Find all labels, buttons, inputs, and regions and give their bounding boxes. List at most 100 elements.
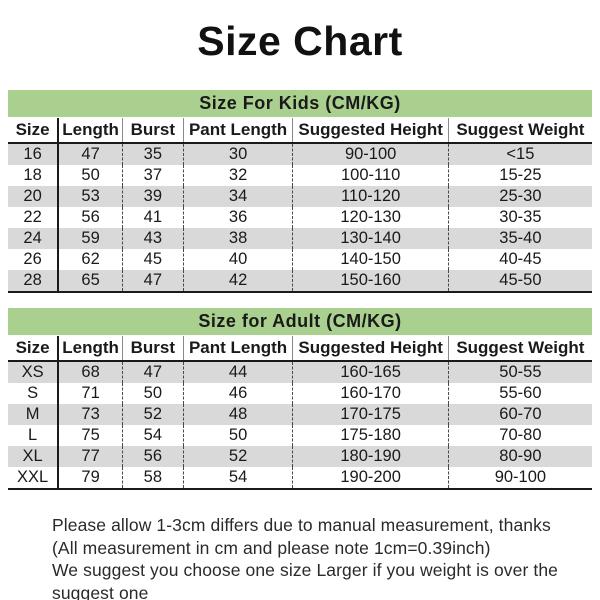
table-cell: S — [8, 383, 60, 404]
table-cell: 44 — [183, 361, 294, 383]
adult-section-header-band: Size for Adult (CM/KG) — [8, 308, 592, 335]
table-cell: 56 — [122, 446, 184, 467]
table-cell: 110-120 — [292, 186, 449, 207]
table-cell: 30-35 — [499, 208, 542, 226]
unit-conversion-note: (All measurement in cm and please note 1… — [52, 537, 491, 558]
table-cell: 56 — [58, 207, 123, 228]
kids-size-section: Size For Kids (CM/KG) Size Length Burst … — [8, 90, 592, 293]
table-cell: 15-25 — [499, 166, 542, 184]
size-up-suggestion-note: We suggest you choose one size Larger if… — [52, 560, 558, 600]
table-row: S 71 50 46 160-170 55-60 — [8, 383, 592, 404]
table-cell: 190-200 — [292, 467, 449, 490]
table-cell: 43 — [122, 228, 184, 249]
kids-section-title: Size For Kids (CM/KG) — [199, 93, 401, 113]
table-row: 20 53 39 34 110-120 25-30 — [8, 186, 592, 207]
table-cell: 20 — [8, 186, 60, 207]
column-header-size: Size — [8, 118, 60, 144]
kids-size-table: Size Length Burst Pant Length Suggested … — [8, 118, 592, 293]
table-cell: XXL — [8, 467, 60, 490]
adult-size-section: Size for Adult (CM/KG) Size Length Burst… — [8, 308, 592, 490]
table-row: XS 68 47 44 160-165 50-55 — [8, 361, 592, 383]
table-cell: 73 — [58, 404, 123, 425]
table-cell: 54 — [183, 467, 294, 490]
table-cell: 50 — [58, 165, 123, 186]
table-cell: 42 — [183, 270, 294, 293]
column-header-length: Length — [58, 336, 123, 362]
table-cell: 25-30 — [499, 187, 542, 205]
table-cell: 45-50 — [448, 270, 592, 293]
column-header-suggested-height: Suggested Height — [292, 336, 449, 362]
table-cell: 80-90 — [499, 447, 542, 465]
table-cell: 54 — [122, 425, 184, 446]
table-cell: 47 — [122, 361, 184, 383]
table-row: 24 59 43 38 130-140 35-40 — [8, 228, 592, 249]
table-cell: 45 — [122, 249, 184, 270]
table-cell: 35-40 — [499, 229, 542, 247]
table-cell: 39 — [122, 186, 184, 207]
table-cell: 50 — [122, 383, 184, 404]
table-row: 26 62 45 40 140-150 40-45 — [8, 249, 592, 270]
table-cell: 77 — [58, 446, 123, 467]
column-header-burst: Burst — [122, 118, 184, 144]
table-cell: 79 — [58, 467, 123, 490]
table-cell: 48 — [183, 404, 294, 425]
table-cell: 30 — [183, 143, 294, 165]
column-header-pant-length: Pant Length — [183, 336, 294, 362]
table-cell: 47 — [122, 270, 184, 293]
table-cell: L — [8, 425, 60, 446]
table-cell: 40 — [183, 249, 294, 270]
table-cell: 59 — [58, 228, 123, 249]
kids-section-header-band: Size For Kids (CM/KG) — [8, 90, 592, 117]
table-cell: 58 — [122, 467, 184, 490]
table-cell: 16 — [8, 143, 60, 165]
footer-notes: Please allow 1-3cm differs due to manual… — [52, 514, 600, 600]
table-cell: 160-165 — [292, 361, 449, 383]
table-cell: 28 — [8, 270, 60, 293]
table-cell: <15 — [506, 145, 535, 163]
table-row: M 73 52 48 170-175 60-70 — [8, 404, 592, 425]
table-cell: 130-140 — [292, 228, 449, 249]
table-cell: 100-110 — [292, 165, 449, 186]
adult-table-body: XS 68 47 44 160-165 50-55 S 71 50 46 160-170 55-60 M… — [8, 361, 592, 490]
table-row: 16 47 35 30 90-100 <15 — [8, 143, 592, 165]
table-cell: 35 — [122, 143, 184, 165]
table-cell: 175-180 — [292, 425, 449, 446]
table-cell: 90-100 — [292, 143, 449, 165]
table-row: XL 77 56 52 180-190 80-90 — [8, 446, 592, 467]
table-cell: 50 — [183, 425, 294, 446]
table-cell: M — [8, 404, 60, 425]
page-title: Size Chart — [197, 18, 403, 64]
table-cell: 26 — [8, 249, 60, 270]
table-cell: 180-190 — [292, 446, 449, 467]
table-cell: 36 — [183, 207, 294, 228]
table-cell: 60-70 — [499, 405, 542, 423]
table-row: 18 50 37 32 100-110 15-25 — [8, 165, 592, 186]
adult-table-header-row: Size Length Burst Pant Length Suggested … — [8, 336, 592, 362]
table-cell: 68 — [58, 361, 123, 383]
table-row: XXL 79 58 54 190-200 90-100 — [8, 467, 592, 490]
table-cell: 62 — [58, 249, 123, 270]
column-header-suggest-weight: Suggest Weight — [448, 336, 592, 362]
kids-table-header-row: Size Length Burst Pant Length Suggested … — [8, 118, 592, 144]
column-header-suggest-weight: Suggest Weight — [448, 118, 592, 144]
table-cell: XL — [8, 446, 60, 467]
table-row: 22 56 41 36 120-130 30-35 — [8, 207, 592, 228]
column-header-suggested-height: Suggested Height — [292, 118, 449, 144]
table-cell: 90-100 — [448, 467, 592, 490]
table-cell: 46 — [183, 383, 294, 404]
table-cell: 140-150 — [292, 249, 449, 270]
table-cell: 120-130 — [292, 207, 449, 228]
table-cell: 38 — [183, 228, 294, 249]
table-cell: 52 — [183, 446, 294, 467]
table-cell: 52 — [122, 404, 184, 425]
table-cell: 40-45 — [499, 250, 542, 268]
table-cell: 170-175 — [292, 404, 449, 425]
table-cell: 47 — [58, 143, 123, 165]
table-cell: 70-80 — [499, 426, 542, 444]
column-header-pant-length: Pant Length — [183, 118, 294, 144]
table-cell: 53 — [58, 186, 123, 207]
table-cell: 41 — [122, 207, 184, 228]
table-cell: 22 — [8, 207, 60, 228]
adult-section-title: Size for Adult (CM/KG) — [198, 311, 402, 331]
table-cell: 18 — [8, 165, 60, 186]
